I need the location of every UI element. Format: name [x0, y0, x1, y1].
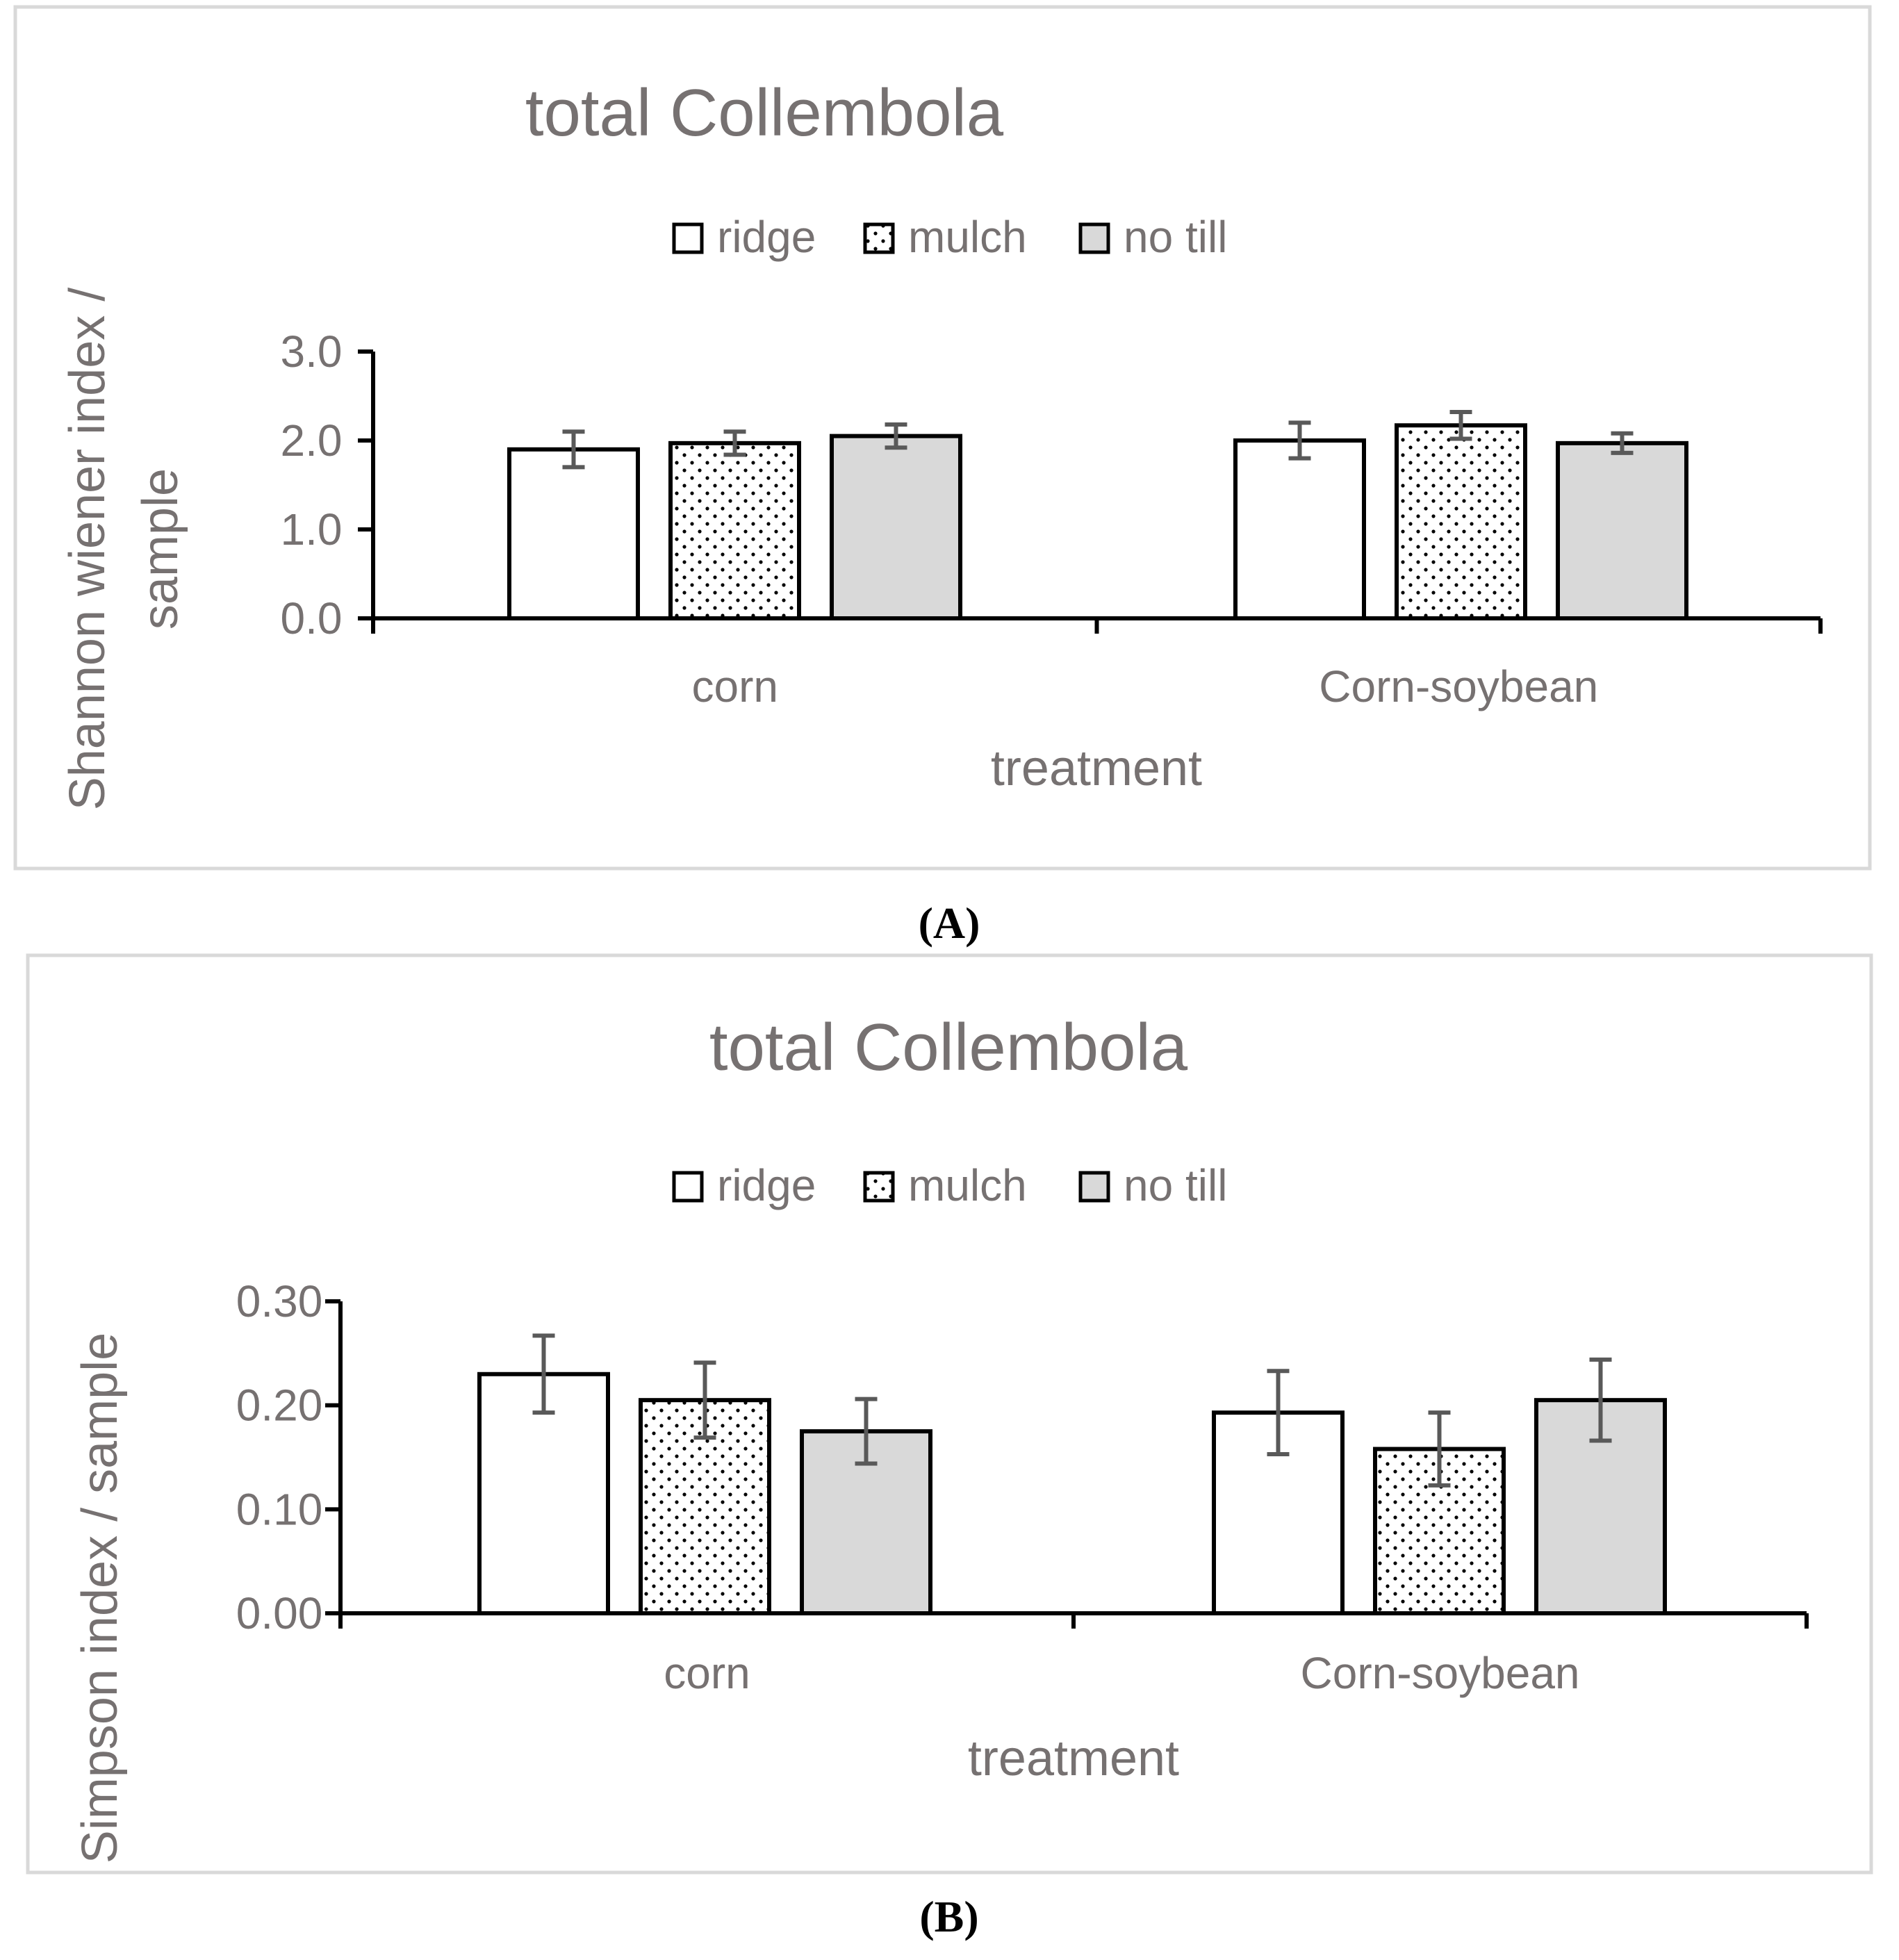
y-tick-label: 0.10	[236, 1484, 323, 1534]
error-bar	[532, 1333, 555, 1415]
y-tick-label: 0.00	[236, 1588, 323, 1638]
legend-swatch-no-till	[1078, 222, 1110, 254]
error-bar	[1611, 431, 1634, 455]
legend-label: no till	[1124, 212, 1227, 262]
bar-ridge-corn-soybean	[1233, 438, 1366, 620]
error-bar	[1589, 1357, 1612, 1443]
error-bar	[1428, 1410, 1451, 1488]
error-bar	[1288, 420, 1311, 461]
legend-swatch-ridge	[672, 1171, 704, 1203]
y-tick-label: 0.0	[281, 593, 343, 643]
y-tick-label: 0.20	[236, 1381, 323, 1431]
bar-mulch-corn	[668, 440, 801, 621]
error-bar	[693, 1360, 716, 1440]
chart-frame	[26, 953, 1873, 1875]
y-tick-label: 1.0	[281, 504, 343, 554]
chart-panel-1: total Collembola ridge mulch no till 0.0 1.0 2…	[13, 5, 1872, 948]
legend-swatch-no-till	[1078, 1171, 1110, 1203]
bar-mulch-corn-soybean	[1395, 423, 1527, 620]
legend-label: no till	[1124, 1160, 1227, 1210]
y-tick-label: 2.0	[281, 415, 343, 466]
y-axis-label: Shannon wiener index /	[60, 288, 115, 811]
legend-label: mulch	[908, 1160, 1027, 1210]
error-bar	[723, 429, 746, 457]
legend-label: mulch	[908, 212, 1027, 262]
bar-ridge-corn	[507, 447, 640, 620]
chart-title: total Collembola	[709, 1010, 1188, 1085]
y-tick-label: 0.30	[236, 1276, 323, 1326]
panel-caption: (A)	[919, 898, 980, 948]
x-axis-label: treatment	[991, 741, 1202, 796]
chart-frame	[13, 5, 1872, 871]
error-bar	[885, 422, 907, 450]
bar-no-till-corn	[830, 434, 962, 620]
x-axis-label: treatment	[968, 1731, 1179, 1786]
legend-label: ridge	[717, 1160, 816, 1210]
chart-title: total Collembola	[525, 76, 1004, 150]
x-category-label: corn	[664, 1648, 750, 1698]
chart-panel-2: total Collembola ridge mulch no till 0.00 0.1…	[26, 953, 1873, 1941]
legend-label: ridge	[717, 212, 816, 262]
error-bar	[855, 1397, 878, 1466]
legend-swatch-mulch	[863, 222, 895, 254]
legend-swatch-mulch	[863, 1171, 895, 1203]
y-axis-label: Simpson index / sample	[72, 1333, 128, 1863]
legend-swatch-ridge	[672, 222, 704, 254]
x-category-label: corn	[692, 661, 779, 711]
error-bar	[1449, 410, 1472, 441]
error-bar	[562, 429, 585, 470]
x-category-label: Corn-soybean	[1301, 1648, 1580, 1698]
x-category-label: Corn-soybean	[1319, 661, 1598, 711]
y-axis-label: sample	[133, 468, 188, 629]
panel-caption: (B)	[919, 1892, 978, 1941]
error-bar	[1267, 1369, 1290, 1457]
y-tick-label: 3.0	[281, 327, 343, 377]
bar-no-till-corn-soybean	[1556, 440, 1688, 621]
